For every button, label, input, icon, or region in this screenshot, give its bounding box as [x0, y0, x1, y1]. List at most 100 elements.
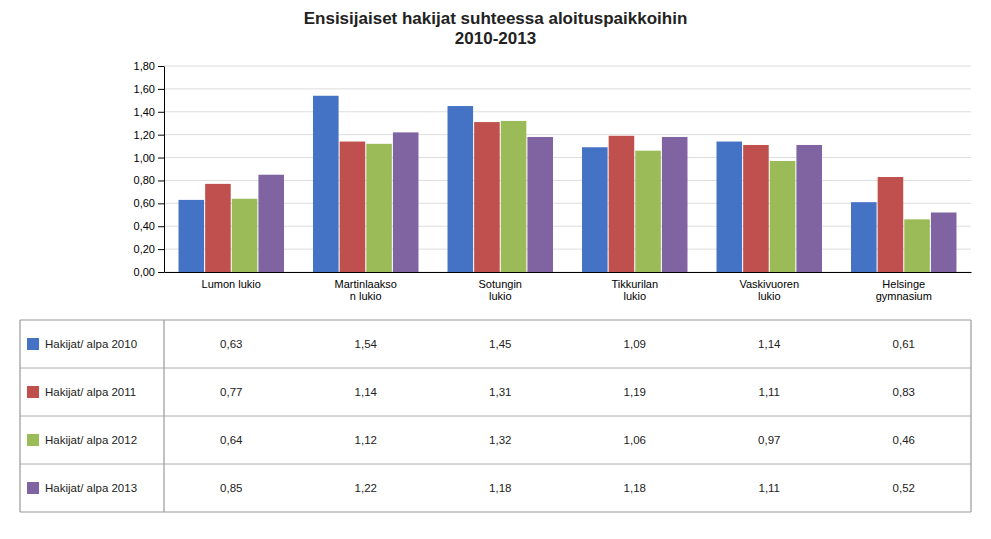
table-value: 0,77 — [220, 386, 242, 398]
bar — [313, 96, 339, 272]
y-tick: 1,60 — [134, 83, 164, 95]
table-value: 0,52 — [893, 482, 915, 494]
bar — [770, 161, 796, 272]
legend-label: Hakijat/ alpa 2010 — [45, 338, 137, 350]
x-tick-label: Helsingegymnasium — [876, 278, 932, 303]
grid-line — [164, 88, 971, 89]
bar — [393, 132, 419, 272]
y-tick-label: 0,20 — [134, 243, 155, 255]
y-tick: 0,80 — [134, 174, 164, 186]
y-tick-mark — [158, 158, 164, 159]
table-value: 0,97 — [758, 434, 780, 446]
table-line — [19, 320, 20, 512]
y-tick-mark — [158, 112, 164, 113]
grid-line — [164, 157, 971, 158]
y-tick: 1,20 — [134, 129, 164, 141]
y-tick-label: 1,00 — [134, 152, 155, 164]
y-tick-label: 0,80 — [134, 174, 155, 186]
table-value: 1,12 — [355, 434, 377, 446]
x-tick-label: Tikkurilanlukio — [611, 278, 658, 303]
table-value: 1,45 — [489, 338, 511, 350]
table-value: 1,19 — [624, 386, 646, 398]
table-value: 0,83 — [893, 386, 915, 398]
bar-series — [205, 122, 903, 272]
grid — [164, 66, 971, 272]
y-tick-label: 1,60 — [134, 83, 155, 95]
y-tick-label: 0,60 — [134, 197, 155, 209]
bar — [448, 106, 474, 272]
bars — [179, 96, 957, 272]
bar — [743, 145, 769, 272]
grid-line — [164, 272, 971, 273]
y-tick: 0,40 — [134, 220, 164, 232]
bar — [582, 147, 608, 272]
table-value: 1,18 — [624, 482, 646, 494]
y-tick-label: 1,40 — [134, 106, 155, 118]
legend-swatch — [27, 338, 39, 350]
legend-label: Hakijat/ alpa 2011 — [45, 386, 136, 398]
table-value: 1,11 — [758, 482, 780, 494]
table-line — [20, 511, 971, 512]
table-value: 1,31 — [489, 386, 511, 398]
y-tick-mark — [158, 226, 164, 227]
bar — [931, 212, 957, 272]
y-tick: 0,00 — [134, 266, 164, 278]
y-axis: 0,00 0,20 0,40 0,60 0,80 1,00 1,20 1,40 1,60 1,80 — [134, 60, 165, 278]
x-tick: Martinlaakson lukio — [335, 278, 397, 303]
bar-series — [232, 121, 930, 272]
y-tick-mark — [158, 272, 164, 273]
bar — [904, 219, 930, 272]
table-value: 0,63 — [220, 338, 242, 350]
bar — [205, 184, 231, 272]
y-tick: 1,80 — [134, 60, 164, 72]
grid-line — [164, 180, 971, 181]
x-tick-label: Martinlaakson lukio — [335, 278, 397, 303]
y-tick: 0,20 — [134, 243, 164, 255]
grid-line — [164, 203, 971, 204]
bar — [366, 144, 392, 272]
x-tick-label: Lumon lukio — [202, 278, 261, 290]
legend-swatch — [27, 434, 39, 446]
legend-label: Hakijat/ alpa 2013 — [45, 482, 137, 494]
x-tick-label: Vaskivuorenlukio — [739, 278, 799, 303]
x-tick: Vaskivuorenlukio — [739, 278, 799, 303]
table-value: 0,46 — [893, 434, 915, 446]
x-tick: Tikkurilanlukio — [611, 278, 658, 303]
y-tick-label: 0,00 — [134, 266, 155, 278]
bar-series — [179, 96, 877, 272]
y-tick: 1,00 — [134, 152, 164, 164]
y-tick-mark — [158, 135, 164, 136]
bar — [340, 142, 366, 272]
table-line — [20, 416, 971, 417]
x-tick: Helsingegymnasium — [876, 278, 932, 303]
data-table: Hakijat/ alpa 20100,631,541,451,091,140,… — [20, 320, 971, 512]
table-value: 1,06 — [624, 434, 646, 446]
x-axis: Lumon lukio Martinlaakson lukio Sotunginlu… — [165, 273, 972, 303]
y-tick-mark — [158, 89, 164, 90]
title: Ensisijaiset hakijat suhteessa aloituspa… — [304, 9, 688, 48]
bar — [851, 202, 877, 272]
bar — [232, 199, 258, 272]
table-value: 1,54 — [355, 338, 378, 350]
bar — [501, 121, 527, 272]
table-line — [20, 464, 971, 465]
y-tick-mark — [158, 180, 164, 181]
legend-swatch — [27, 482, 39, 494]
grid-line — [164, 249, 971, 250]
bar — [527, 137, 553, 272]
table-value: 1,09 — [624, 338, 646, 350]
bar — [662, 137, 688, 272]
bar — [474, 122, 500, 272]
legend-swatch — [27, 386, 39, 398]
bar — [878, 177, 904, 272]
table-value: 1,18 — [489, 482, 511, 494]
x-tick: Lumon lukio — [202, 278, 261, 290]
bar — [635, 151, 661, 272]
x-tick-label: Sotunginlukio — [479, 278, 522, 303]
bar-series — [258, 132, 956, 272]
y-tick-mark — [158, 203, 164, 204]
table-value: 1,11 — [758, 386, 780, 398]
y-tick-mark — [158, 66, 164, 67]
bar — [796, 145, 822, 272]
bar — [179, 200, 205, 272]
